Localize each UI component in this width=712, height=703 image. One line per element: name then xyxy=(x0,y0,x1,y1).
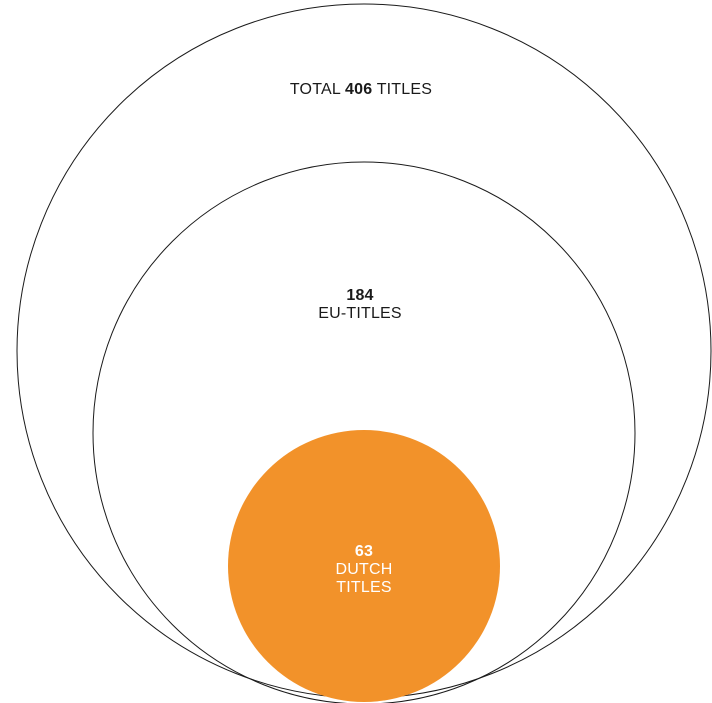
eu-titles-label: EU-TITLES xyxy=(318,305,402,322)
total-suffix: TITLES xyxy=(377,81,432,98)
dutch-titles-circle xyxy=(228,430,500,702)
eu-titles-value: 184 xyxy=(346,287,373,304)
eu-titles-circle xyxy=(92,161,636,703)
dutch-titles-label-line2: TITLES xyxy=(336,579,391,596)
total-prefix: TOTAL xyxy=(290,81,341,98)
total-titles-label: TOTAL 406 TITLES xyxy=(290,81,432,98)
dutch-titles-label-line1: DUTCH xyxy=(336,561,393,578)
dutch-titles-value: 63 xyxy=(355,543,373,560)
total-value: 406 xyxy=(345,81,372,98)
